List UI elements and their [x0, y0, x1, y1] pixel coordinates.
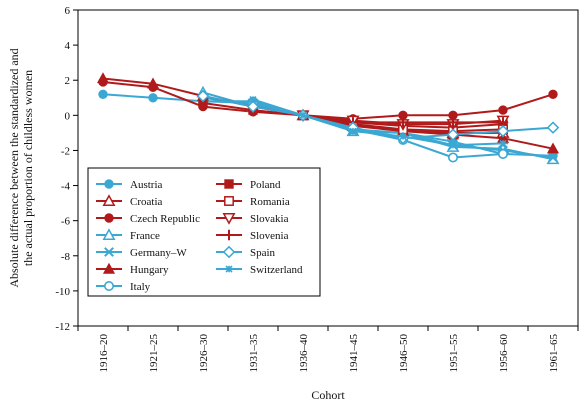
legend-label: Romania — [250, 196, 290, 208]
legend-label: France — [130, 230, 160, 242]
data-point — [347, 127, 359, 135]
legend-item: Slovakia — [216, 213, 289, 225]
y-tick-label: -6 — [61, 216, 71, 228]
legend-item: Germany–W — [96, 247, 187, 259]
data-point — [98, 89, 108, 99]
data-point — [548, 89, 558, 99]
legend-marker — [102, 194, 116, 206]
x-tick-label: 1941–45 — [348, 334, 360, 373]
y-axis-title: Absolute difference between the standard… — [7, 48, 21, 287]
data-point — [546, 121, 560, 134]
x-tick-label: 1921–25 — [148, 334, 160, 373]
legend-marker — [104, 179, 114, 189]
legend-marker — [223, 265, 235, 273]
data-point — [548, 152, 558, 163]
x-axis-title: Cohort — [311, 388, 345, 402]
legend-label: Spain — [250, 247, 276, 259]
legend-item: Romania — [216, 196, 290, 208]
y-tick-label: 0 — [65, 110, 71, 122]
legend-marker — [222, 245, 236, 259]
data-point — [196, 89, 210, 103]
y-tick-label: 2 — [65, 75, 71, 87]
series-czech-republic — [98, 77, 558, 124]
x-tick-label: 1951–55 — [448, 334, 460, 373]
y-tick-label: -4 — [61, 181, 71, 193]
legend-marker — [223, 229, 235, 241]
legend-label: Croatia — [130, 196, 162, 208]
legend-item: Slovenia — [216, 229, 289, 242]
data-point — [447, 152, 458, 163]
y-tick-label: -12 — [55, 321, 70, 333]
legend-item: Poland — [216, 179, 281, 191]
series-line — [102, 77, 554, 150]
data-point — [496, 124, 510, 138]
y-axis-title: the actual proportion of childless women — [21, 70, 35, 266]
legend-label: Hungary — [130, 264, 169, 276]
data-point — [498, 105, 508, 115]
y-tick-label: -2 — [61, 145, 70, 157]
data-point — [146, 77, 160, 89]
series-line — [252, 98, 504, 147]
legend-item: Croatia — [96, 194, 162, 208]
legend-label: Switzerland — [250, 264, 303, 276]
data-point — [397, 117, 409, 128]
legend: Austria Croatia Czech Republic France German… — [87, 167, 321, 297]
legend-item: Czech Republic — [96, 213, 200, 225]
legend-item: Italy — [96, 280, 151, 293]
legend-marker — [222, 213, 236, 225]
x-tick-label: 1931–35 — [248, 334, 260, 373]
legend-marker — [104, 213, 114, 223]
series-switzerland — [247, 95, 509, 149]
data-point — [247, 95, 259, 104]
legend-label: Czech Republic — [130, 213, 200, 225]
legend-label: Poland — [250, 179, 281, 191]
legend-marker — [102, 262, 116, 274]
x-tick-label: 1961–65 — [548, 334, 560, 373]
legend-label: Slovenia — [250, 230, 289, 242]
series-hungary — [96, 72, 560, 154]
y-tick-label: -10 — [55, 286, 70, 298]
data-point — [447, 141, 459, 149]
legend-item: Switzerland — [216, 264, 303, 276]
data-point — [497, 139, 509, 147]
legend-marker — [224, 196, 234, 206]
y-tick-label: -8 — [61, 251, 71, 263]
x-tick-label: 1936–40 — [298, 334, 310, 373]
y-tick-label: 4 — [65, 40, 71, 52]
legend-label: Austria — [130, 179, 163, 191]
legend-item: Spain — [216, 245, 276, 259]
x-tick-label: 1946–50 — [398, 334, 410, 373]
legend-label: Italy — [130, 281, 151, 293]
legend-label: Slovakia — [250, 213, 289, 225]
legend-item: France — [96, 228, 160, 242]
legend-item: Austria — [96, 179, 163, 191]
y-tick-label: 6 — [65, 5, 71, 17]
data-point — [546, 142, 560, 154]
legend-marker — [224, 179, 234, 189]
legend-label: Germany–W — [130, 247, 187, 259]
data-point — [497, 148, 508, 159]
data-point — [446, 128, 460, 141]
data-point — [246, 100, 260, 113]
data-point — [447, 117, 459, 128]
data-point — [148, 93, 158, 103]
legend-marker — [102, 228, 116, 240]
legend-marker — [104, 280, 115, 291]
data-point — [96, 72, 110, 84]
data-point — [397, 132, 409, 140]
legend-marker — [104, 247, 114, 257]
legend-box — [87, 167, 321, 297]
x-tick-label: 1916–20 — [98, 334, 110, 373]
x-tick-label: 1956–60 — [498, 334, 510, 373]
legend-item: Hungary — [96, 262, 169, 276]
data-point — [297, 111, 309, 119]
x-tick-label: 1926–30 — [198, 334, 210, 373]
